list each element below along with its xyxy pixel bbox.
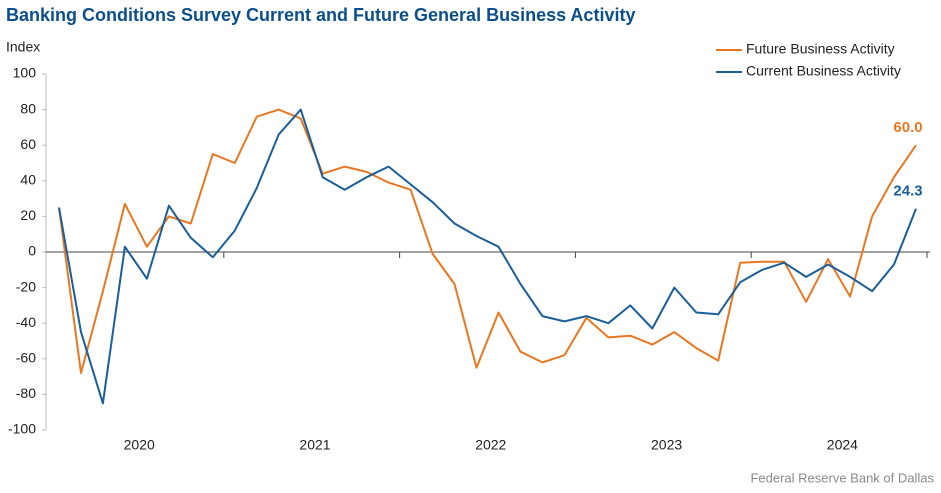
y-tick-label: 0 <box>28 243 36 259</box>
x-tick-label: 2022 <box>475 437 506 453</box>
y-tick-label: 60 <box>20 136 36 152</box>
series-line <box>58 108 917 374</box>
data-label: 60.0 <box>893 119 922 136</box>
x-tick-label: 2023 <box>651 437 682 453</box>
series-line <box>58 108 917 405</box>
y-tick-label: 40 <box>20 172 36 188</box>
y-tick-label: 80 <box>20 100 36 116</box>
legend-label: Future Business Activity <box>746 41 895 57</box>
chart-title: Banking Conditions Survey Current and Fu… <box>6 5 635 25</box>
y-tick-label: -100 <box>8 421 36 437</box>
y-tick-label: -80 <box>16 385 36 401</box>
x-tick-label: 2021 <box>299 437 330 453</box>
data-label: 24.3 <box>893 183 922 200</box>
legend-label: Current Business Activity <box>746 63 901 79</box>
y-tick-label: -20 <box>16 278 36 294</box>
source: Federal Reserve Bank of Dallas <box>750 470 934 485</box>
y-axis-label: Index <box>6 39 40 55</box>
y-tick-label: 100 <box>13 65 37 81</box>
x-tick-label: 2020 <box>124 437 155 453</box>
y-tick-label: 20 <box>20 207 36 223</box>
y-tick-label: -40 <box>16 314 36 330</box>
x-tick-label: 2024 <box>827 437 858 453</box>
y-tick-label: -60 <box>16 350 36 366</box>
